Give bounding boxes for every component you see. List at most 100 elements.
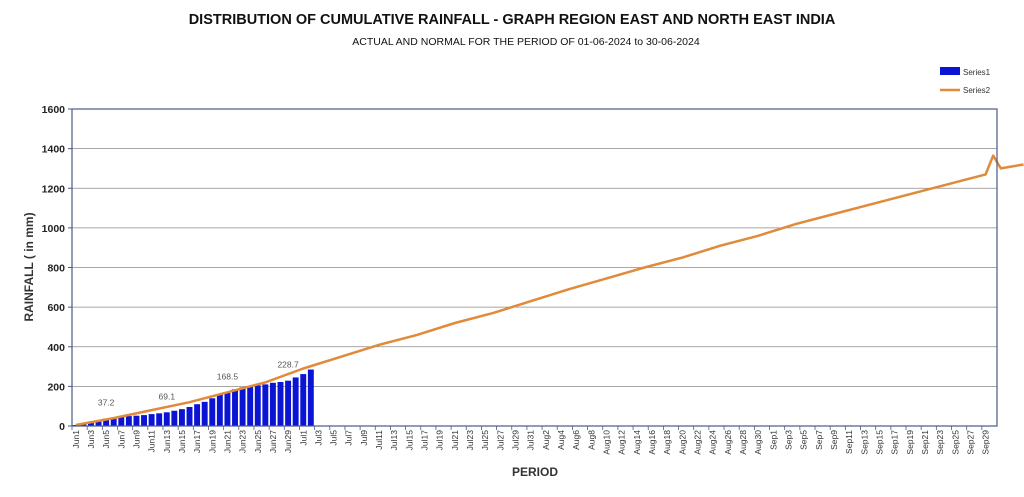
y-tick-label: 1200 (42, 183, 66, 195)
x-tick-label: Jun25 (253, 430, 263, 453)
bar-25 (254, 385, 261, 426)
x-tick-label: Aug16 (647, 430, 657, 455)
x-tick-label: Sep17 (890, 430, 900, 455)
x-tick-label: Jul23 (465, 430, 475, 451)
bar-31 (300, 374, 307, 426)
x-tick-label: Sep27 (965, 430, 975, 455)
x-tick-label: Aug6 (571, 430, 581, 450)
x-tick-label: Sep1 (768, 430, 778, 450)
x-tick-label: Jun13 (162, 430, 172, 453)
bar-8 (125, 416, 132, 426)
data-labels: 37.2 69.1 168.5 228.7 (98, 360, 299, 408)
x-tick-label: Aug22 (693, 430, 703, 455)
x-tick-label: Aug26 (723, 430, 733, 455)
plot-area-border (71, 108, 998, 427)
y-axis: 0 200 400 600 800 1000 1200 1400 1600 (42, 104, 72, 433)
x-tick-label: Jul21 (450, 430, 460, 451)
data-label-69.1: 69.1 (159, 391, 176, 401)
y-tick-label: 0 (59, 421, 65, 433)
bar-19 (209, 398, 216, 426)
x-tick-label: Jul17 (420, 430, 430, 451)
x-tick-label: Jul11 (374, 430, 384, 450)
x-tick-label: Jun5 (101, 430, 111, 449)
x-tick-label: Sep19 (905, 430, 915, 455)
x-tick-label: Aug2 (541, 430, 551, 450)
x-tick-label: Jun21 (222, 430, 232, 453)
legend-series1-label: Series1 (963, 68, 991, 77)
bar-6 (110, 417, 117, 426)
x-tick-label: Jun11 (147, 430, 157, 453)
x-tick-label: Jun19 (207, 430, 217, 453)
bar-26 (262, 384, 269, 426)
x-tick-label: Jul13 (389, 430, 399, 451)
x-tick-label: Jul3 (313, 430, 323, 446)
bar-3 (87, 422, 94, 426)
bar-27 (269, 382, 276, 426)
x-tick-label: Aug18 (662, 430, 672, 455)
bar-10 (141, 415, 147, 426)
bar-15 (178, 409, 185, 426)
x-tick-label: Jun29 (283, 430, 293, 453)
bar-29 (285, 380, 292, 426)
x-tick-label: Sep3 (783, 430, 793, 450)
bar-18 (201, 401, 208, 426)
x-tick-label: Aug28 (738, 430, 748, 455)
x-tick-label: Aug30 (753, 430, 763, 455)
bar-24 (247, 386, 254, 426)
data-label-37.2: 37.2 (98, 398, 115, 408)
bar-20 (216, 394, 223, 426)
x-tick-label: Aug8 (586, 430, 596, 450)
x-tick-label: Jul31 (526, 430, 536, 451)
x-tick-label: Sep7 (814, 430, 824, 450)
x-tick-label: Sep11 (844, 430, 854, 454)
y-tick-label: 1400 (42, 144, 66, 156)
x-tick-label: Sep9 (829, 430, 839, 450)
x-tick-label: Jun17 (192, 430, 202, 453)
x-tick-label: Aug14 (632, 430, 642, 455)
x-tick-label: Sep23 (935, 430, 945, 455)
gridlines (72, 148, 997, 387)
x-tick-label: Jul1 (298, 430, 308, 446)
x-tick-label: Jul27 (495, 430, 505, 451)
series1-bars (72, 369, 314, 426)
y-tick-label: 600 (47, 302, 65, 314)
x-tick-label: Sep13 (859, 430, 869, 455)
x-tick-label: Aug12 (617, 430, 627, 455)
series2-line-group (75, 154, 1024, 427)
bar-9 (133, 415, 140, 426)
bar-7 (118, 416, 125, 426)
y-tick-label: 400 (47, 342, 65, 354)
y-tick-label: 200 (47, 381, 65, 393)
y-axis-title: RAINFALL ( in mm) (22, 212, 36, 321)
legend: Series1 Series2 (940, 67, 991, 95)
x-tick-label: Sep5 (799, 430, 809, 450)
x-tick-label: Jun1 (71, 430, 81, 449)
bar-4 (95, 420, 102, 426)
series2-line (75, 154, 1024, 427)
y-tick-label: 1600 (42, 104, 66, 116)
data-label-168.5: 168.5 (217, 372, 239, 382)
x-tick-label: Jun27 (268, 430, 278, 453)
bar-14 (171, 410, 178, 426)
x-tick-label: Jun15 (177, 430, 187, 453)
x-tick-label: Jul7 (344, 430, 354, 446)
chart-subtitle: ACTUAL AND NORMAL FOR THE PERIOD OF 01-0… (352, 36, 700, 48)
bar-22 (232, 389, 238, 426)
bar-12 (156, 413, 163, 426)
x-tick-label: Jun7 (116, 430, 126, 449)
y-tick-label: 1000 (42, 223, 66, 235)
x-tick-label: Jul19 (435, 430, 445, 451)
bar-28 (277, 382, 284, 426)
x-tick-label: Sep25 (950, 430, 960, 455)
bar-5 (103, 418, 110, 426)
x-tick-label: Jun23 (238, 430, 248, 453)
bar-32 (307, 369, 314, 426)
x-axis-title: PERIOD (512, 465, 558, 479)
x-tick-label: Sep15 (874, 430, 884, 455)
bar-11 (148, 414, 155, 426)
x-tick-label: Aug10 (602, 430, 612, 455)
bar-16 (186, 406, 193, 426)
x-tick-label: Sep29 (981, 430, 991, 455)
bar-30 (292, 377, 299, 426)
